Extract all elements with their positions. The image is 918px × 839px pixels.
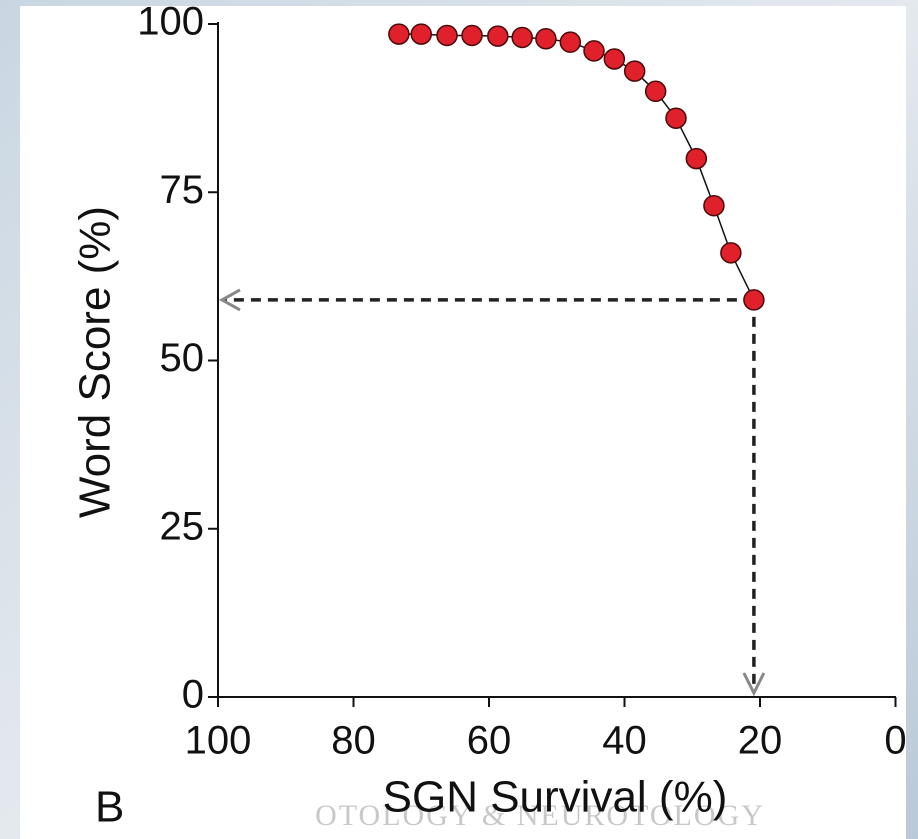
x-tick-label: 60 (467, 719, 512, 763)
y-tick-label: 0 (182, 673, 204, 717)
y-tick-label: 50 (160, 336, 205, 380)
data-point (487, 25, 509, 47)
data-point (720, 242, 742, 264)
x-axis-title: SGN Survival (%) (383, 773, 728, 822)
arrow-head (742, 672, 766, 697)
data-point (685, 147, 708, 170)
data-point (511, 26, 533, 49)
x-tick-label: 20 (738, 719, 783, 763)
data-point (559, 31, 582, 53)
data-point (665, 107, 687, 129)
data-point (461, 24, 483, 47)
y-tick-label: 25 (160, 504, 205, 548)
data-point (603, 48, 626, 70)
x-tick-label: 80 (331, 719, 376, 763)
x-tick-label: 100 (185, 719, 252, 763)
arrow-head (218, 288, 241, 312)
data-point (644, 80, 667, 103)
data-point (436, 24, 458, 47)
x-tick-label: 0 (884, 719, 906, 763)
data-point (703, 194, 725, 217)
data-point (535, 28, 557, 50)
data-point (623, 60, 646, 82)
y-tick-label: 75 (160, 168, 205, 212)
y-tick-label: 100 (137, 0, 204, 44)
panel-label: B (95, 783, 124, 832)
panel (20, 6, 906, 839)
y-axis-title: Word Score (%) (71, 206, 120, 518)
data-point (583, 40, 605, 62)
data-point (743, 289, 765, 311)
x-tick-label: 40 (602, 719, 647, 763)
data-point (410, 23, 432, 45)
data-point (388, 23, 410, 45)
watermark: OTOLOGY & NEUROTOLOGY (315, 799, 765, 832)
